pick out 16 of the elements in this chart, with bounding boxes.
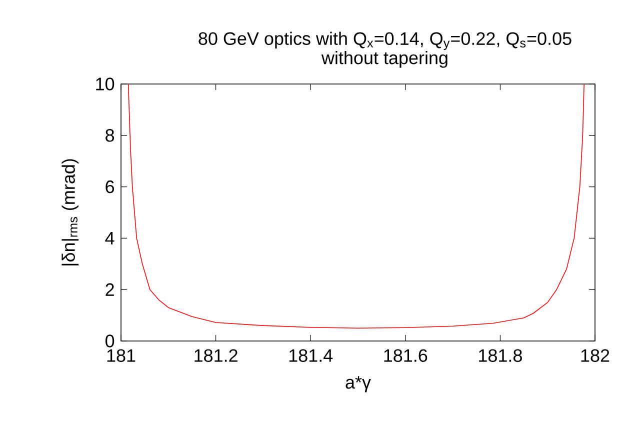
x-tick-label: 182 [581,349,610,362]
x-tick-label: 181.2 [194,349,238,362]
y-tick-label: 2 [106,283,114,296]
x-tick-label: 181 [107,349,136,362]
y-tick-label: 10 [96,78,114,90]
chart-title: 80 GeV optics with Q$_{x}$=0.14, Q$_{y}$=0.22, Q$_{s}$=0.05 without tapering [198,32,572,68]
x-tick-label: 181.6 [384,349,428,362]
y-axis-title: |δn|$_{rms}$ (mrad) [62,159,79,266]
y-tick-label: 0 [105,334,114,348]
y-tick-label: 4 [105,232,114,244]
x-tick-label: 181.8 [479,349,522,362]
x-axis-title: a*γ [346,376,371,392]
y-tick-label: 8 [106,129,114,142]
x-tick-label: 181.4 [289,349,333,362]
line-series [128,84,584,329]
y-tick-label: 6 [106,180,114,194]
